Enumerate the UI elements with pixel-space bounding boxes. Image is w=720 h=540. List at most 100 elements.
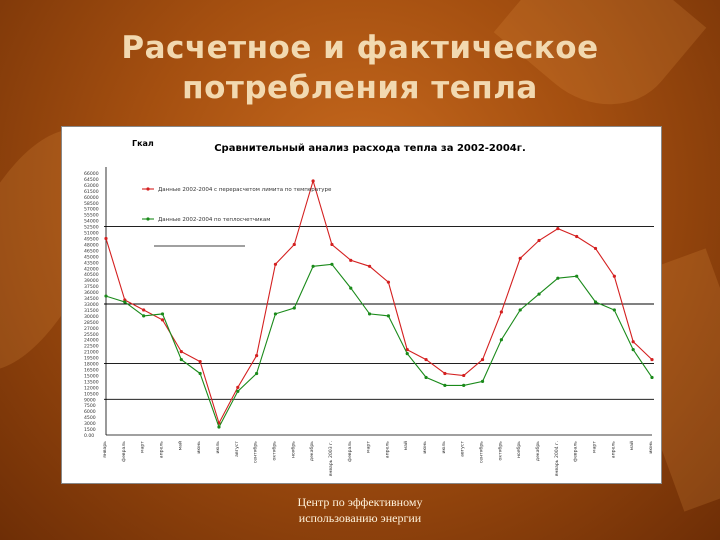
y-tick-label: 60000 [84, 195, 99, 201]
x-tick-label: июнь [649, 441, 654, 454]
x-tick-label: август [461, 441, 466, 457]
y-tick-label: 43500 [84, 260, 99, 266]
y-tick-label: 25500 [84, 332, 99, 338]
y-tick-label: 15000 [84, 373, 99, 379]
y-tick-label: 10500 [84, 391, 99, 397]
series-2-point [123, 300, 127, 304]
y-tick-label: 22500 [84, 344, 99, 350]
y-tick-label: 33000 [84, 302, 99, 308]
series-1-point [518, 256, 522, 260]
series-line-1 [105, 178, 653, 425]
y-tick-label: 45000 [84, 254, 99, 260]
x-tick-label: январь 2004 г. [554, 441, 560, 476]
series-1-point [104, 236, 108, 241]
y-tick-label: 16500 [84, 368, 99, 374]
series-2-point [424, 375, 428, 380]
series-2-point [198, 371, 202, 376]
legend-swatch-marker [146, 217, 150, 221]
series-2-point [236, 389, 240, 393]
y-tick-label: 30000 [84, 314, 99, 320]
x-tick-label: ноябрь [516, 441, 522, 458]
series-2-point [499, 338, 503, 342]
series-1-point [349, 258, 353, 262]
x-tick-label: август [235, 441, 240, 457]
series-1-point [650, 357, 654, 362]
y-tick-label: 28500 [84, 320, 99, 326]
series-2-point [386, 314, 391, 318]
series-1-point [462, 373, 466, 378]
series-1-point [273, 262, 278, 266]
y-tick-label: 31500 [84, 308, 99, 314]
x-tick-label: февраль [121, 441, 127, 462]
y-tick-label: 49500 [84, 237, 99, 243]
y-tick-label: 40500 [84, 272, 99, 278]
slide-footer: Центр по эффективному использованию энер… [0, 494, 720, 526]
x-tick-label: март [141, 441, 146, 453]
series-1-point [311, 179, 315, 183]
series-1-point [160, 318, 165, 322]
series-2-point [443, 383, 447, 387]
y-tick-label: 61500 [84, 189, 99, 195]
series-2-point [612, 308, 616, 312]
footer-line-2: использованию энергии [298, 511, 422, 525]
series-1-point [443, 371, 447, 376]
series-1-point [593, 246, 598, 251]
y-tick-label: 51000 [84, 231, 99, 237]
series-2-point [518, 308, 522, 312]
x-tick-label: июнь [423, 441, 428, 454]
x-tick-label: июль [216, 441, 221, 454]
y-tick-label: 55500 [84, 213, 99, 219]
series-line-2 [105, 263, 653, 429]
series-2-point [593, 300, 598, 304]
y-tick-label: 42000 [84, 266, 99, 272]
series-2-point [367, 312, 372, 316]
y-tick-label: 0.00 [84, 433, 94, 439]
series-2-point [160, 312, 165, 316]
y-tick-label: 12000 [84, 385, 99, 391]
x-tick-label: январь 2003 г. [328, 441, 334, 476]
y-tick-label: 66000 [84, 171, 99, 177]
x-tick-label: ноябрь [290, 441, 296, 458]
y-tick-label: 48000 [84, 242, 99, 248]
x-tick-label: октябрь [271, 441, 277, 461]
series-1-point [537, 238, 541, 243]
x-tick-label: май [176, 441, 183, 450]
x-tick-label: март [593, 441, 598, 453]
series-1-point [556, 226, 560, 231]
series-2-point [405, 352, 409, 356]
y-tick-label: 57000 [84, 207, 99, 213]
y-tick-label: 6000 [84, 409, 96, 415]
series-1-point [612, 274, 616, 278]
legend-label: Данные 2002-2004 с перерасчетом лимита п… [158, 187, 332, 193]
x-tick-label: апрель [385, 441, 390, 458]
series-1-point [292, 242, 296, 247]
slide-title: Расчетное и фактическое потребления тепл… [0, 28, 720, 108]
y-tick-label: 52500 [84, 225, 99, 231]
x-tick-label: декабрь [535, 441, 541, 461]
y-tick-label: 9000 [84, 397, 96, 403]
y-tick-label: 21000 [84, 350, 99, 356]
series-2-point [142, 314, 146, 318]
x-tick-label: июль [442, 441, 447, 454]
series-2-point [480, 379, 485, 384]
series-1-point [405, 348, 409, 352]
slide-title-line-1: Расчетное и фактическое [121, 30, 599, 66]
y-tick-label: 36000 [84, 290, 99, 296]
y-tick-label: 46500 [84, 248, 99, 254]
y-tick-label: 37500 [84, 284, 99, 290]
series-1-point [424, 357, 428, 362]
y-tick-label: 63000 [84, 183, 99, 189]
series-1-point [631, 340, 635, 344]
y-tick-label: 13500 [84, 379, 99, 385]
series-2-point [273, 312, 278, 316]
series-2-point [292, 306, 296, 310]
series-1-point [480, 357, 485, 362]
series-1-point [255, 354, 259, 358]
y-tick-label: 27000 [84, 326, 99, 332]
series-2-point [255, 371, 259, 376]
series-2-point [537, 292, 541, 296]
y-tick-label: 39000 [84, 278, 99, 284]
series-1-point [236, 385, 240, 389]
footer-line-1: Центр по эффективному [297, 495, 423, 509]
x-tick-label: июнь [197, 441, 202, 454]
